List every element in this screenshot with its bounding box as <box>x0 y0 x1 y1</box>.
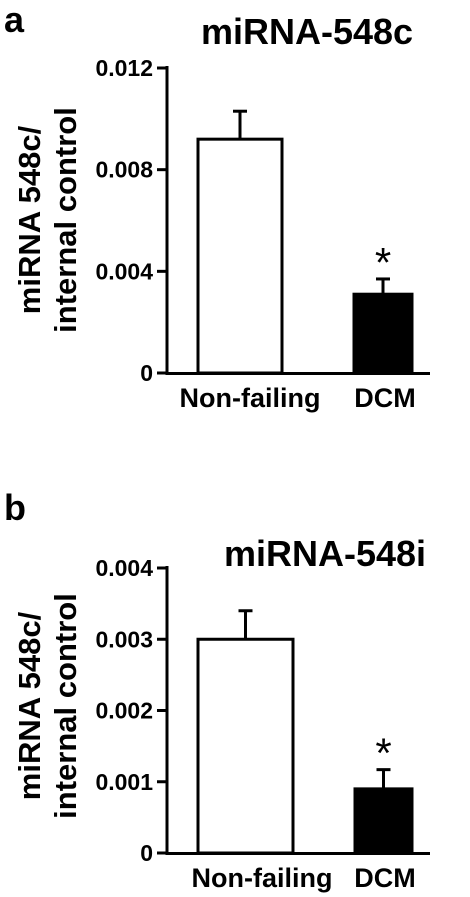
y-tick-label-a-2: 0.008 <box>95 157 153 183</box>
y-tick-label-a-1: 0.004 <box>95 258 153 284</box>
y-tick-label-b-4: 0.004 <box>95 555 153 581</box>
category-label-b-1: DCM <box>354 863 416 893</box>
y-tick-label-a-0: 0 <box>140 360 153 386</box>
y-axis-label-b-line-1: miRNA 548c/ <box>12 611 47 800</box>
category-label-a-0: Non-failing <box>180 383 321 413</box>
panel-a: a miRNA-548c miRNA 548c/ internal contro… <box>4 0 430 413</box>
y-tick-label-a-3: 0.012 <box>95 55 153 81</box>
significance-mark-a-1: * <box>375 239 391 286</box>
chart-title-b: miRNA-548i <box>224 533 426 574</box>
category-labels-a: Non-failing DCM <box>180 383 416 413</box>
bar-b-1 <box>353 787 414 855</box>
significance-mark-b-1: * <box>375 730 391 777</box>
bars-a: * <box>196 109 414 375</box>
bars-b: * <box>196 609 414 855</box>
bar-a-1 <box>352 292 414 375</box>
panel-b: b miRNA-548i miRNA 548c/ internal contro… <box>4 487 430 893</box>
bar-b-0 <box>196 637 295 855</box>
category-label-a-1: DCM <box>354 383 416 413</box>
y-axis-label-b-line-2: internal control <box>48 593 83 819</box>
y-ticks-a: 0 0.004 0.008 0.012 <box>95 55 167 386</box>
y-tick-label-b-2: 0.002 <box>95 698 153 724</box>
category-label-b-0: Non-failing <box>192 863 333 893</box>
y-ticks-b: 0 0.001 0.002 0.003 0.004 <box>95 555 167 866</box>
y-axis-label-a-line-1: miRNA 548c/ <box>12 125 47 314</box>
y-axis-label-a-line-2: internal control <box>48 107 83 333</box>
category-labels-b: Non-failing DCM <box>192 863 416 893</box>
chart-title-a: miRNA-548c <box>201 11 413 52</box>
y-tick-label-b-3: 0.003 <box>95 626 153 652</box>
bar-a-0 <box>196 137 284 375</box>
panel-letter-a: a <box>4 0 25 40</box>
panel-letter-b: b <box>4 487 26 528</box>
y-tick-label-b-0: 0 <box>140 840 153 866</box>
y-tick-label-b-1: 0.001 <box>95 769 153 795</box>
